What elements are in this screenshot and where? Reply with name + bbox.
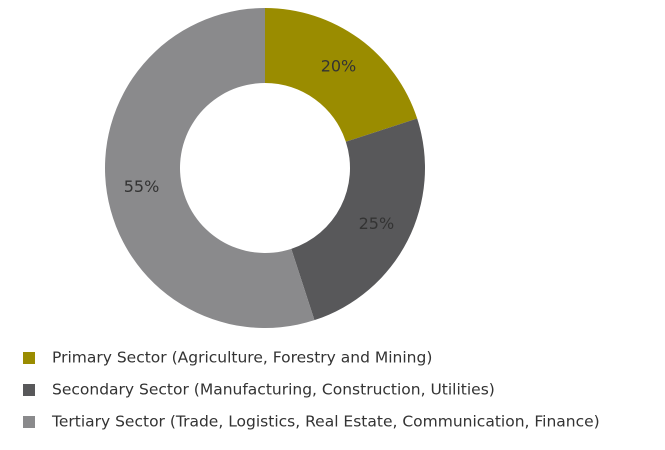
legend-label: Secondary Sector (Manufacturing, Constru… [52, 381, 495, 399]
legend-swatch [23, 384, 35, 396]
donut-slice [265, 8, 418, 142]
value-label: 20% [321, 56, 357, 75]
donut-slice [291, 118, 425, 321]
donut-slice [104, 7, 315, 328]
value-label: 55% [124, 177, 160, 196]
legend-swatch [23, 416, 35, 428]
legend-label: Tertiary Sector (Trade, Logistics, Real … [51, 413, 600, 431]
value-label: 25% [359, 214, 395, 233]
legend-label: Primary Sector (Agriculture, Forestry an… [52, 349, 432, 367]
legend-swatch [23, 352, 35, 364]
